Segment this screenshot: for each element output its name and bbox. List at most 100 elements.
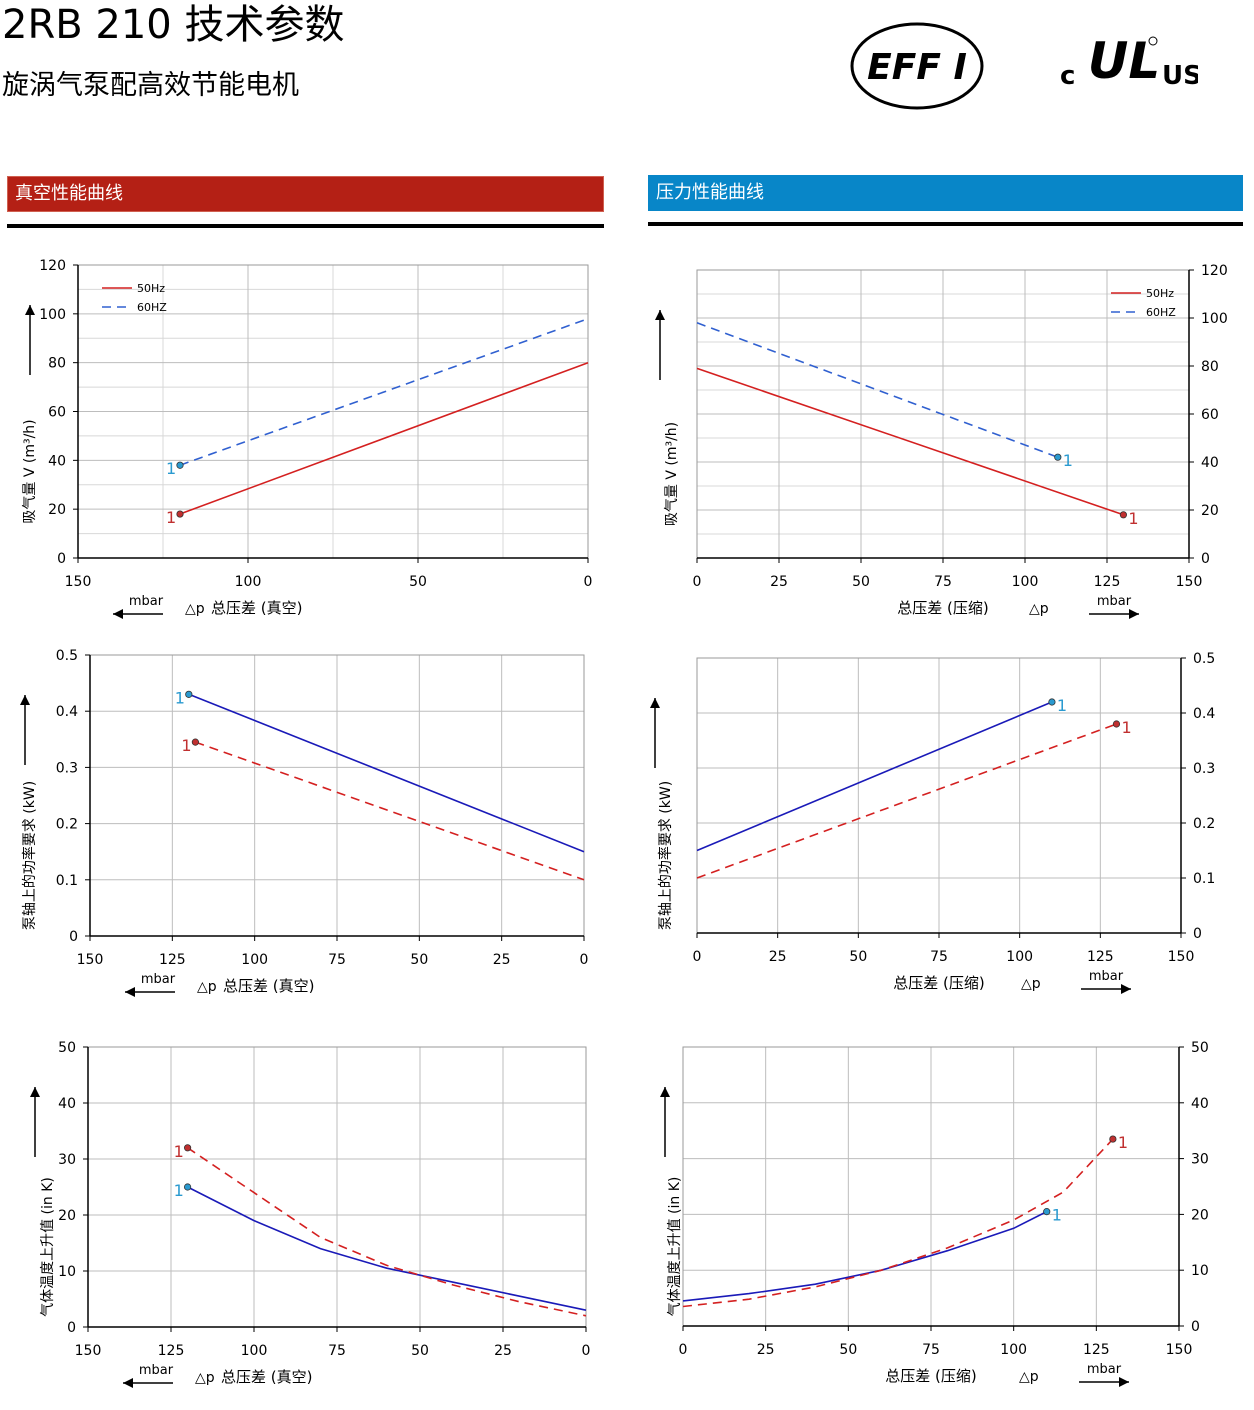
y-axis-arrow-head xyxy=(660,1087,670,1097)
x-axis-label: 总压差 (压缩) xyxy=(897,599,988,617)
pressure-power-chart: 0 0.1 0.2 0.3 0.4 0.5 0 25 50 75 100 125 150 泵轴上的功率要求… xyxy=(650,651,1215,994)
y-tick-label: 120 xyxy=(39,258,66,274)
y-tick-label: 80 xyxy=(1201,359,1219,375)
x-tick-label: 25 xyxy=(757,1342,775,1358)
y-tick-label: 0 xyxy=(67,1320,76,1336)
pressure-temp-chart: 0 10 20 30 40 50 0 25 50 75 100 125 150 气体温度上升值 (in K… xyxy=(660,1040,1209,1387)
x-axis-unit: mbar xyxy=(1087,1362,1122,1377)
page-title: 2RB 210 技术参数 xyxy=(2,2,345,48)
x-axis-label: 总压差 (真空) xyxy=(211,599,302,617)
legend-label: 60HZ xyxy=(1146,306,1176,319)
cul-logo-ul: UL xyxy=(1088,32,1160,88)
legend-label: 60HZ xyxy=(137,301,167,314)
series-marker-label-0: 1 xyxy=(175,688,185,707)
series-line-0 xyxy=(696,367,1124,516)
y-tick-label: 40 xyxy=(48,453,66,469)
eff1-logo: EFF I xyxy=(850,22,986,116)
x-tick-label: 100 xyxy=(1012,574,1039,590)
series-marker-1 xyxy=(1112,720,1121,728)
page-subtitle: 旋涡气泵配高效节能电机 xyxy=(2,70,299,101)
series-marker-label-1: 1 xyxy=(1118,1133,1128,1152)
series-line-1 xyxy=(195,741,585,881)
y-axis-arrow-head xyxy=(650,698,660,708)
series-line-1 xyxy=(682,1138,1114,1308)
y-tick-label: 50 xyxy=(1191,1040,1209,1056)
x-tick-label: 25 xyxy=(770,574,788,590)
x-tick-label: 75 xyxy=(930,949,948,965)
y-tick-label: 20 xyxy=(58,1208,76,1224)
y-tick-label: 20 xyxy=(1201,503,1219,519)
y-tick-label: 100 xyxy=(39,307,66,323)
x-tick-label: 50 xyxy=(409,574,427,590)
y-tick-label: 0 xyxy=(57,551,66,567)
x-tick-label: 100 xyxy=(241,952,268,968)
y-axis-label: 气体温度上升值 (in K) xyxy=(40,1177,56,1317)
x-axis-label: 总压差 (压缩) xyxy=(885,1367,976,1385)
legend-label: 50Hz xyxy=(137,282,165,295)
series-marker-1 xyxy=(176,461,184,469)
y-tick-label: 40 xyxy=(58,1096,76,1112)
pressure-section-header: 压力性能曲线 xyxy=(648,175,1243,211)
series-marker-1 xyxy=(1109,1135,1117,1143)
y-tick-label: 0.5 xyxy=(1193,651,1215,667)
cul-logo-us: US xyxy=(1162,61,1198,88)
y-tick-label: 0.1 xyxy=(1193,871,1215,887)
y-tick-label: 0.4 xyxy=(1193,706,1215,722)
x-tick-label: 50 xyxy=(839,1342,857,1358)
series-marker-0 xyxy=(176,510,184,518)
x-tick-label: 125 xyxy=(159,952,186,968)
x-tick-label: 125 xyxy=(158,1343,185,1359)
series-marker-0 xyxy=(185,690,193,698)
x-axis-label: 总压差 (真空) xyxy=(223,977,314,995)
x-axis-symbol: △p xyxy=(1021,976,1041,992)
y-tick-label: 0.3 xyxy=(56,760,78,776)
vacuum-flow-chart: 0 20 40 60 80 100 120 150 100 50 0 吸气量 V (m³/h) mbar… xyxy=(22,258,592,619)
x-tick-label: 150 xyxy=(1166,1342,1193,1358)
series-line-1 xyxy=(187,1147,587,1317)
y-tick-label: 10 xyxy=(1191,1263,1209,1279)
x-axis-symbol: △p xyxy=(197,979,217,995)
y-tick-label: 10 xyxy=(58,1264,76,1280)
y-tick-label: 30 xyxy=(1191,1152,1209,1168)
y-tick-label: 0 xyxy=(69,929,78,945)
y-tick-label: 60 xyxy=(1201,407,1219,423)
y-axis-label: 吸气量 V (m³/h) xyxy=(664,422,680,526)
x-tick-label: 75 xyxy=(922,1342,940,1358)
x-tick-label: 50 xyxy=(411,1343,429,1359)
series-marker-label-1: 1 xyxy=(1063,451,1073,470)
x-axis-unit: mbar xyxy=(141,972,176,987)
x-tick-label: 150 xyxy=(1168,949,1195,965)
series-marker-label-1: 1 xyxy=(166,459,176,478)
y-tick-label: 20 xyxy=(1191,1207,1209,1223)
series-line-0 xyxy=(188,693,585,853)
x-tick-label: 0 xyxy=(693,949,702,965)
y-tick-label: 0.3 xyxy=(1193,761,1215,777)
x-tick-label: 100 xyxy=(1006,949,1033,965)
series-line-0 xyxy=(696,701,1053,852)
series-line-0 xyxy=(187,1186,587,1311)
y-tick-label: 0 xyxy=(1191,1319,1200,1335)
y-tick-label: 0.2 xyxy=(56,817,78,833)
series-line-1 xyxy=(696,322,1059,458)
x-tick-label: 0 xyxy=(584,574,593,590)
y-tick-label: 100 xyxy=(1201,311,1228,327)
series-marker-0 xyxy=(1043,1208,1051,1216)
series-line-0 xyxy=(682,1210,1048,1302)
series-marker-label-0: 1 xyxy=(166,508,176,527)
x-axis-symbol: △p xyxy=(1029,601,1049,617)
x-axis-label: 总压差 (压缩) xyxy=(893,974,984,992)
x-tick-label: 150 xyxy=(65,574,92,590)
cul-us-logo: c UL US xyxy=(1058,32,1202,92)
y-axis-label: 气体温度上升值 (in K) xyxy=(667,1177,683,1317)
y-axis-arrow-head xyxy=(20,695,30,705)
series-marker-label-0: 1 xyxy=(1057,696,1067,715)
pressure-section-rule xyxy=(648,222,1243,226)
series-marker-label-0: 1 xyxy=(174,1181,184,1200)
y-tick-label: 0 xyxy=(1193,926,1202,942)
y-tick-label: 120 xyxy=(1201,263,1228,279)
series-marker-0 xyxy=(1119,511,1128,519)
y-axis-label: 泵轴上的功率要求 (kW) xyxy=(21,781,38,930)
x-tick-label: 100 xyxy=(235,574,262,590)
y-tick-label: 0.4 xyxy=(56,704,78,720)
x-tick-label: 0 xyxy=(693,574,702,590)
